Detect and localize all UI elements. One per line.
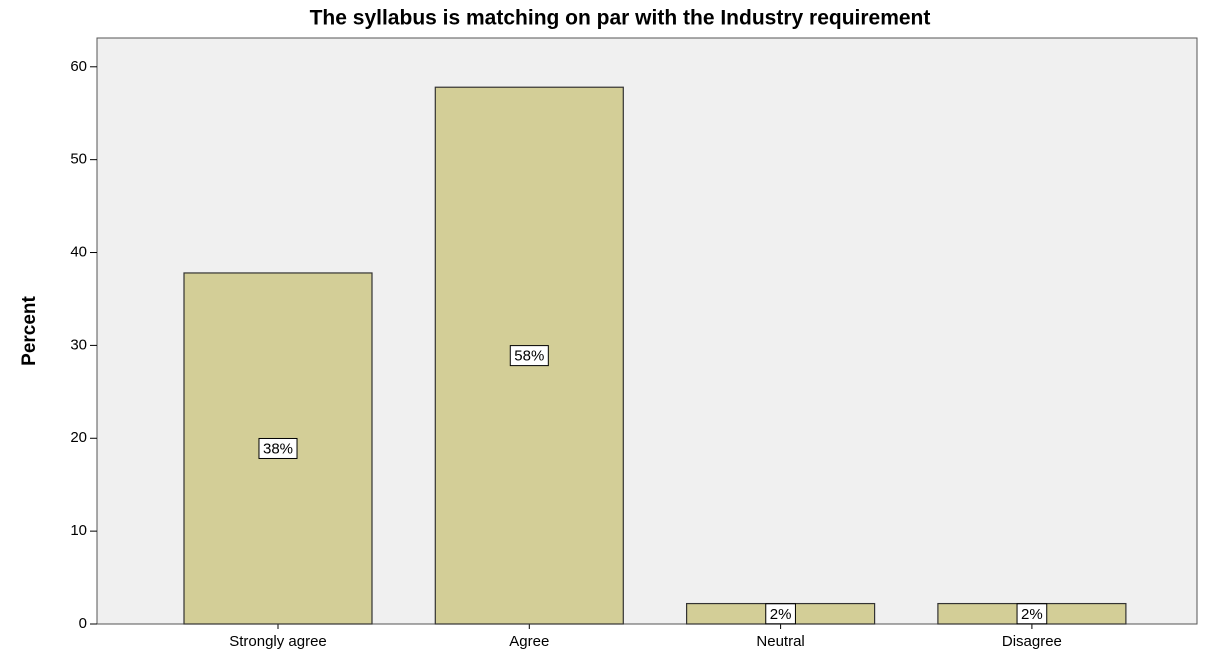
value-label-box xyxy=(1016,603,1048,625)
value-label: 2% xyxy=(770,606,792,623)
y-tick-label: 50 xyxy=(70,151,87,168)
value-label: 58% xyxy=(514,348,544,365)
value-label-box xyxy=(258,437,298,459)
y-tick-label: 30 xyxy=(70,336,87,353)
y-tick-label: 0 xyxy=(79,615,87,632)
bar xyxy=(434,86,624,625)
y-tick-label: 60 xyxy=(70,58,87,75)
x-tick-label: Disagree xyxy=(1002,633,1062,650)
value-label-box xyxy=(765,603,796,625)
y-tick-label: 10 xyxy=(70,522,87,539)
x-tick-label: Agree xyxy=(509,633,549,650)
y-tick-label: 40 xyxy=(70,243,87,260)
value-label: 2% xyxy=(1021,606,1043,623)
value-label-box xyxy=(509,345,549,367)
x-tick-label: Strongly agree xyxy=(229,633,327,650)
x-tick-label: Neutral xyxy=(756,633,804,650)
chart-title: The syllabus is matching on par with the… xyxy=(310,7,931,30)
y-axis-label: Percent xyxy=(19,295,40,365)
y-tick-label: 20 xyxy=(70,429,87,446)
value-label: 38% xyxy=(263,440,293,457)
